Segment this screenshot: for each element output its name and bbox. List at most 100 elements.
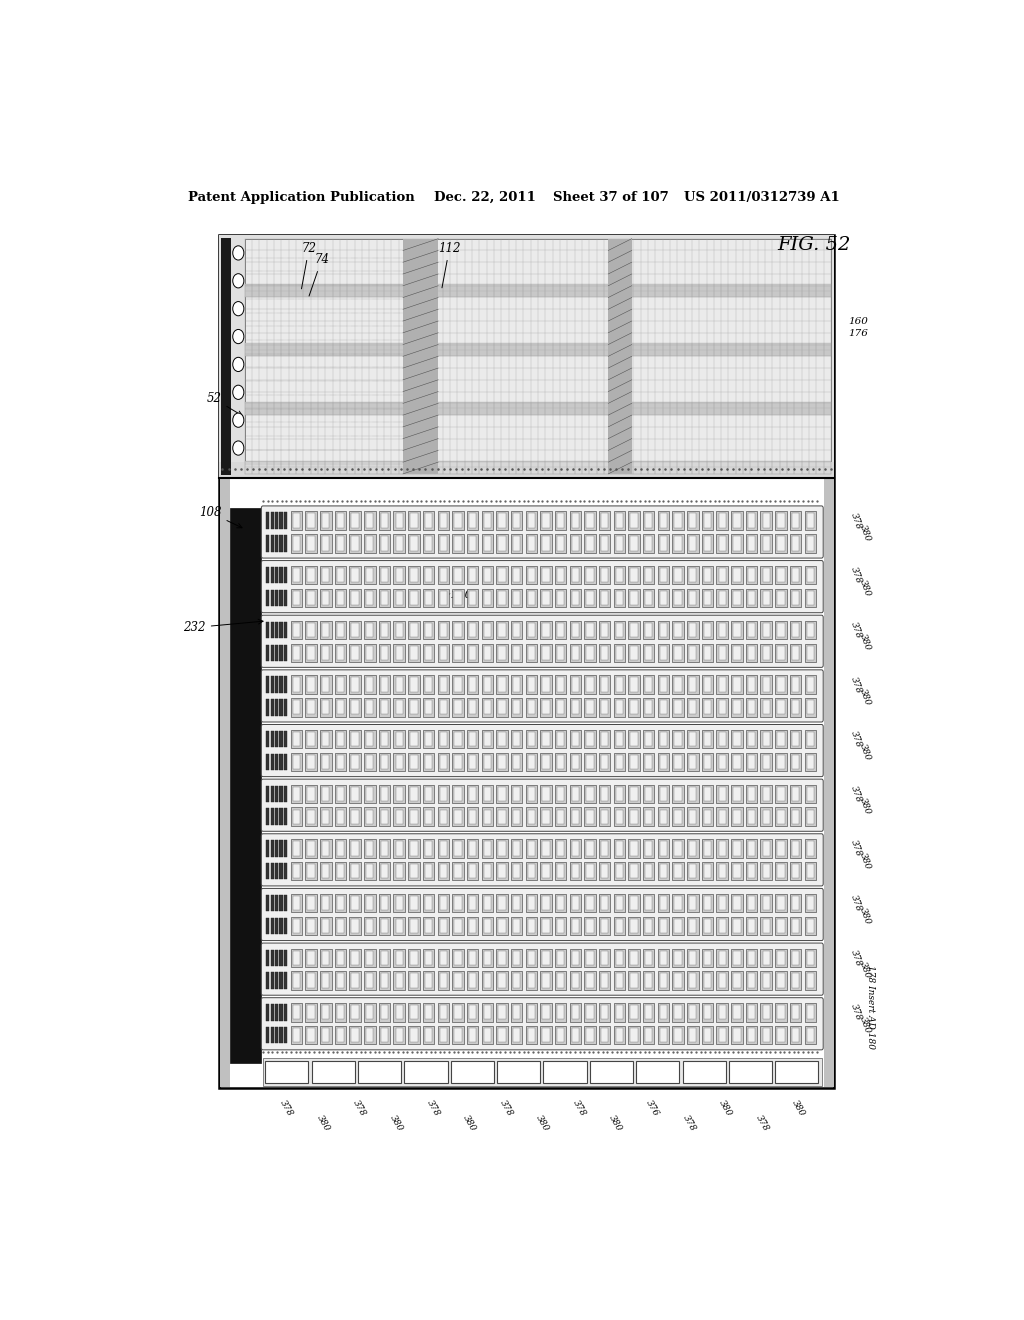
Bar [499,841,506,855]
Bar [687,730,698,748]
Bar [266,512,269,529]
Bar [499,677,506,692]
Bar [585,676,596,694]
Bar [511,698,522,717]
Bar [541,698,552,717]
Bar [527,591,535,605]
Bar [291,752,302,771]
Bar [455,950,462,965]
Bar [409,566,420,585]
Bar [631,733,638,746]
Bar [657,676,669,694]
Bar [275,863,279,879]
Bar [748,809,756,824]
Bar [543,755,550,770]
Bar [280,895,283,911]
Bar [423,566,434,585]
Bar [270,785,273,803]
Bar [291,730,302,748]
Bar [569,644,581,661]
Bar [543,809,550,824]
Bar [629,1026,640,1044]
Bar [481,1026,493,1044]
Bar [777,677,784,692]
Bar [513,865,520,878]
Bar [569,1003,581,1022]
Bar [499,865,506,878]
Bar [599,511,610,529]
Bar [291,644,302,661]
Bar [293,645,300,660]
Bar [763,1028,770,1043]
Bar [543,623,550,638]
Bar [731,949,742,968]
Bar [307,677,314,692]
Bar [525,972,537,990]
Bar [381,733,388,746]
Bar [467,620,478,639]
Bar [557,787,564,801]
Bar [689,787,696,801]
Bar [541,1003,552,1022]
Text: 378: 378 [681,1114,697,1134]
Bar [266,700,269,715]
Bar [643,784,654,803]
Bar [745,894,758,912]
Bar [291,698,302,717]
Bar [365,784,376,803]
Bar [467,894,478,912]
Bar [280,731,283,747]
Bar [284,644,287,661]
Bar [599,1003,610,1022]
Bar [689,591,696,605]
Bar [367,973,374,987]
Bar [511,644,522,661]
Bar [381,677,388,692]
Bar [587,809,594,824]
Bar [266,622,269,638]
Bar [777,973,784,987]
Bar [775,589,786,607]
Bar [748,1006,756,1019]
FancyBboxPatch shape [261,561,823,612]
Bar [745,730,758,748]
Bar [643,535,654,553]
Bar [349,730,360,748]
Bar [293,973,300,987]
Bar [629,808,640,826]
Bar [557,1028,564,1043]
Bar [615,896,623,911]
Bar [761,752,772,771]
Bar [367,919,374,933]
Bar [439,896,446,911]
Bar [467,589,478,607]
Bar [455,841,462,855]
Bar [275,700,279,715]
Bar [733,809,740,824]
Bar [748,700,756,714]
Bar [775,949,786,968]
Bar [673,676,684,694]
Bar [453,535,464,553]
Bar [777,841,784,855]
Bar [451,1061,494,1084]
Bar [613,644,625,661]
Bar [293,841,300,855]
Bar [657,589,669,607]
Bar [601,513,608,528]
Bar [761,730,772,748]
Bar [499,950,506,965]
Bar [659,623,667,638]
Bar [557,919,564,933]
Bar [601,1006,608,1019]
Bar [659,865,667,878]
Bar [321,644,332,661]
Bar [703,809,711,824]
Bar [745,1026,758,1044]
Bar [409,589,420,607]
Bar [792,865,800,878]
Bar [792,568,800,582]
Bar [323,677,330,692]
Bar [270,622,273,638]
Bar [557,755,564,770]
